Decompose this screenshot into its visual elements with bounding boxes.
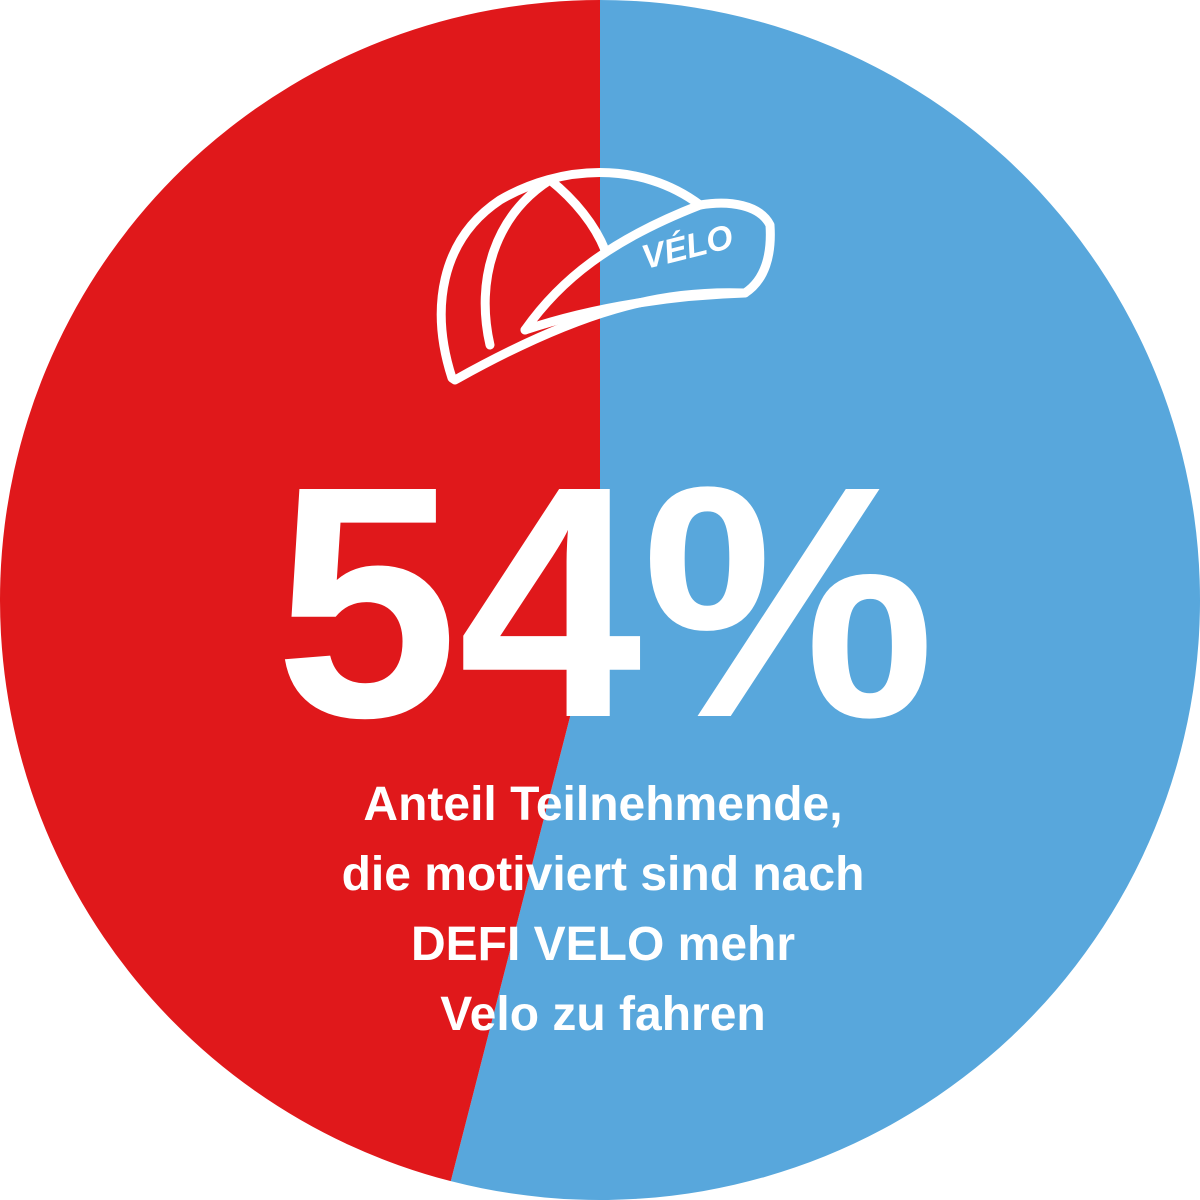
annotation-line: Anteil Teilnehmende, (363, 778, 842, 831)
annotation: Anteil Teilnehmende, die motiviert sind n… (342, 778, 865, 1041)
annotation-line: DEFI VELO mehr (411, 918, 795, 971)
cap-brim (520, 200, 705, 335)
annotation-line: die motiviert sind nach (342, 848, 865, 901)
pie-slice (0, 0, 600, 1182)
cap-brim (520, 288, 750, 335)
cap-seam (545, 175, 610, 255)
value-label: 54% (275, 417, 935, 786)
cap-icon (436, 168, 775, 385)
cap-seam (480, 175, 555, 350)
annotation-line: Velo zu fahren (440, 988, 765, 1041)
